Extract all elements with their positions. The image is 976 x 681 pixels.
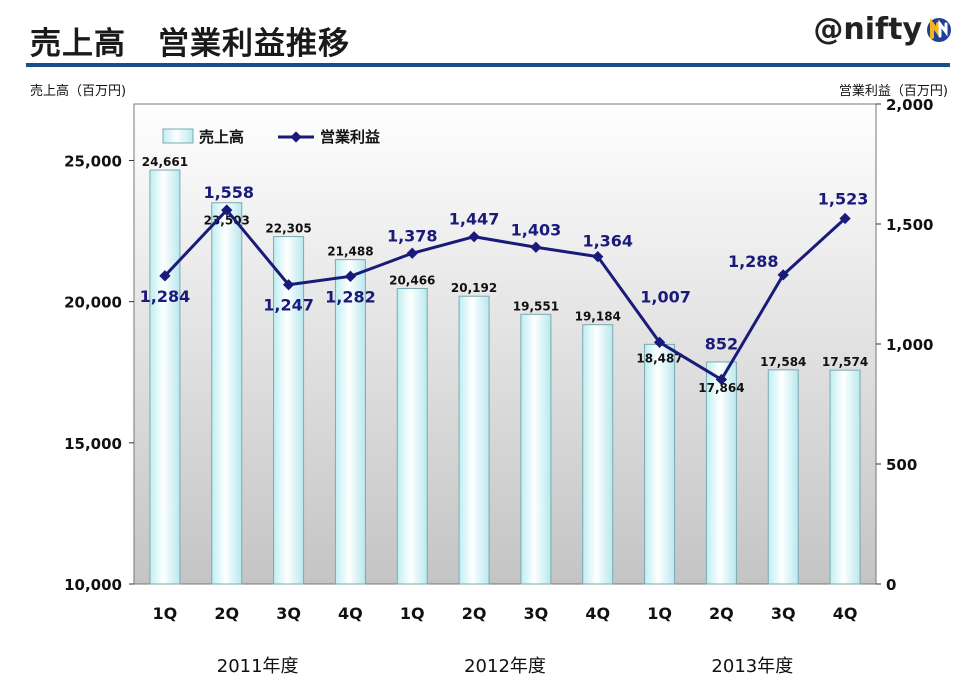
profit-data-label: 1,447 <box>449 210 500 229</box>
x-axis-tick-label: 4Q <box>833 604 858 623</box>
x-axis-tick-label: 1Q <box>647 604 672 623</box>
x-axis-tick-label: 2Q <box>214 604 239 623</box>
sales-data-label: 21,488 <box>327 245 373 259</box>
sales-bar <box>458 295 490 585</box>
fiscal-year-label: 2012年度 <box>464 656 546 677</box>
sales-data-label: 22,305 <box>265 222 311 236</box>
sales-bar <box>644 343 676 585</box>
legend-profit-label: 営業利益 <box>320 128 380 146</box>
x-axis-tick-label: 3Q <box>524 604 549 623</box>
sales-bar <box>767 369 799 585</box>
sales-bar <box>334 259 366 585</box>
profit-marker <box>653 336 666 348</box>
profit-marker <box>530 241 542 253</box>
profit-data-label: 1,288 <box>728 252 779 271</box>
sales-data-label: 18,487 <box>636 351 682 365</box>
profit-data-label: 1,247 <box>263 296 314 315</box>
x-axis-tick-label: 3Q <box>276 604 301 623</box>
sales-bar <box>829 369 861 585</box>
profit-marker <box>344 270 357 282</box>
profit-data-label: 1,378 <box>387 226 438 245</box>
profit-data-label: 1,558 <box>203 183 254 202</box>
left-axis-tick-label: 20,000 <box>64 294 122 312</box>
sales-data-label: 19,551 <box>513 299 559 313</box>
left-axis-tick-label: 10,000 <box>64 576 122 594</box>
right-axis-tick-label: 2,000 <box>886 96 933 114</box>
sales-bar <box>211 202 243 585</box>
profit-marker <box>406 247 418 259</box>
profit-marker <box>468 231 480 243</box>
nifty-logo-icon <box>927 17 951 42</box>
profit-data-label: 1,284 <box>140 287 191 306</box>
profit-marker <box>592 250 604 263</box>
profit-data-label: 1,007 <box>640 287 691 306</box>
profit-line <box>163 207 847 382</box>
page-title: 売上高 営業利益推移 <box>30 26 350 62</box>
sales-data-label: 17,584 <box>760 355 806 369</box>
x-axis-tick-label: 2Q <box>709 604 734 623</box>
legend-sales-label: 売上高 <box>199 128 244 146</box>
profit-data-label: 1,282 <box>325 287 376 306</box>
sales-data-label: 20,192 <box>451 281 497 295</box>
right-axis-title: 営業利益（百万円) <box>838 84 948 99</box>
sales-data-label: 19,184 <box>575 310 621 324</box>
sales-data-label: 17,574 <box>822 355 868 369</box>
left-axis-title: 売上高（百万円) <box>30 84 127 99</box>
legend-line-marker <box>290 131 302 143</box>
left-axis-tick-label: 25,000 <box>64 152 122 170</box>
sales-bar <box>273 236 305 585</box>
sales-bar <box>149 169 181 585</box>
sales-bar <box>705 361 737 585</box>
x-axis-tick-label: 4Q <box>338 604 363 623</box>
profit-marker <box>777 269 789 281</box>
right-axis-tick-label: 1,000 <box>886 336 933 354</box>
right-axis-tick-label: 0 <box>886 576 896 594</box>
right-axis-tick-label: 500 <box>886 456 917 474</box>
sales-data-label: 17,864 <box>698 381 744 395</box>
profit-data-label: 1,523 <box>818 189 869 208</box>
x-axis-tick-label: 2Q <box>462 604 487 623</box>
x-axis-tick-label: 1Q <box>153 604 178 623</box>
sales-bar <box>396 287 428 585</box>
profit-marker <box>282 279 295 291</box>
fiscal-year-label: 2011年度 <box>217 656 299 677</box>
x-axis-tick-label: 3Q <box>771 604 796 623</box>
profit-marker <box>221 204 233 216</box>
fiscal-year-label: 2013年度 <box>711 656 793 677</box>
profit-data-label: 852 <box>705 335 738 354</box>
right-axis-tick-label: 1,500 <box>886 216 933 234</box>
plot-area <box>133 103 877 585</box>
x-axis-tick-label: 1Q <box>400 604 425 623</box>
profit-marker <box>159 270 171 282</box>
brand-logo: @nifty <box>813 12 954 47</box>
title-divider <box>26 63 950 67</box>
profit-data-label: 1,403 <box>511 220 562 239</box>
profit-marker <box>715 373 728 386</box>
sales-data-label: 20,466 <box>389 273 435 287</box>
sales-bar <box>582 324 614 585</box>
legend-bar-swatch <box>162 128 194 144</box>
profit-data-label: 1,364 <box>582 232 633 251</box>
sales-data-label: 24,661 <box>142 155 188 169</box>
x-axis-tick-label: 4Q <box>585 604 610 623</box>
sales-bar <box>520 313 552 585</box>
profit-marker <box>839 212 851 225</box>
left-axis-tick-label: 15,000 <box>64 435 122 453</box>
brand-name: @nifty <box>813 12 922 47</box>
